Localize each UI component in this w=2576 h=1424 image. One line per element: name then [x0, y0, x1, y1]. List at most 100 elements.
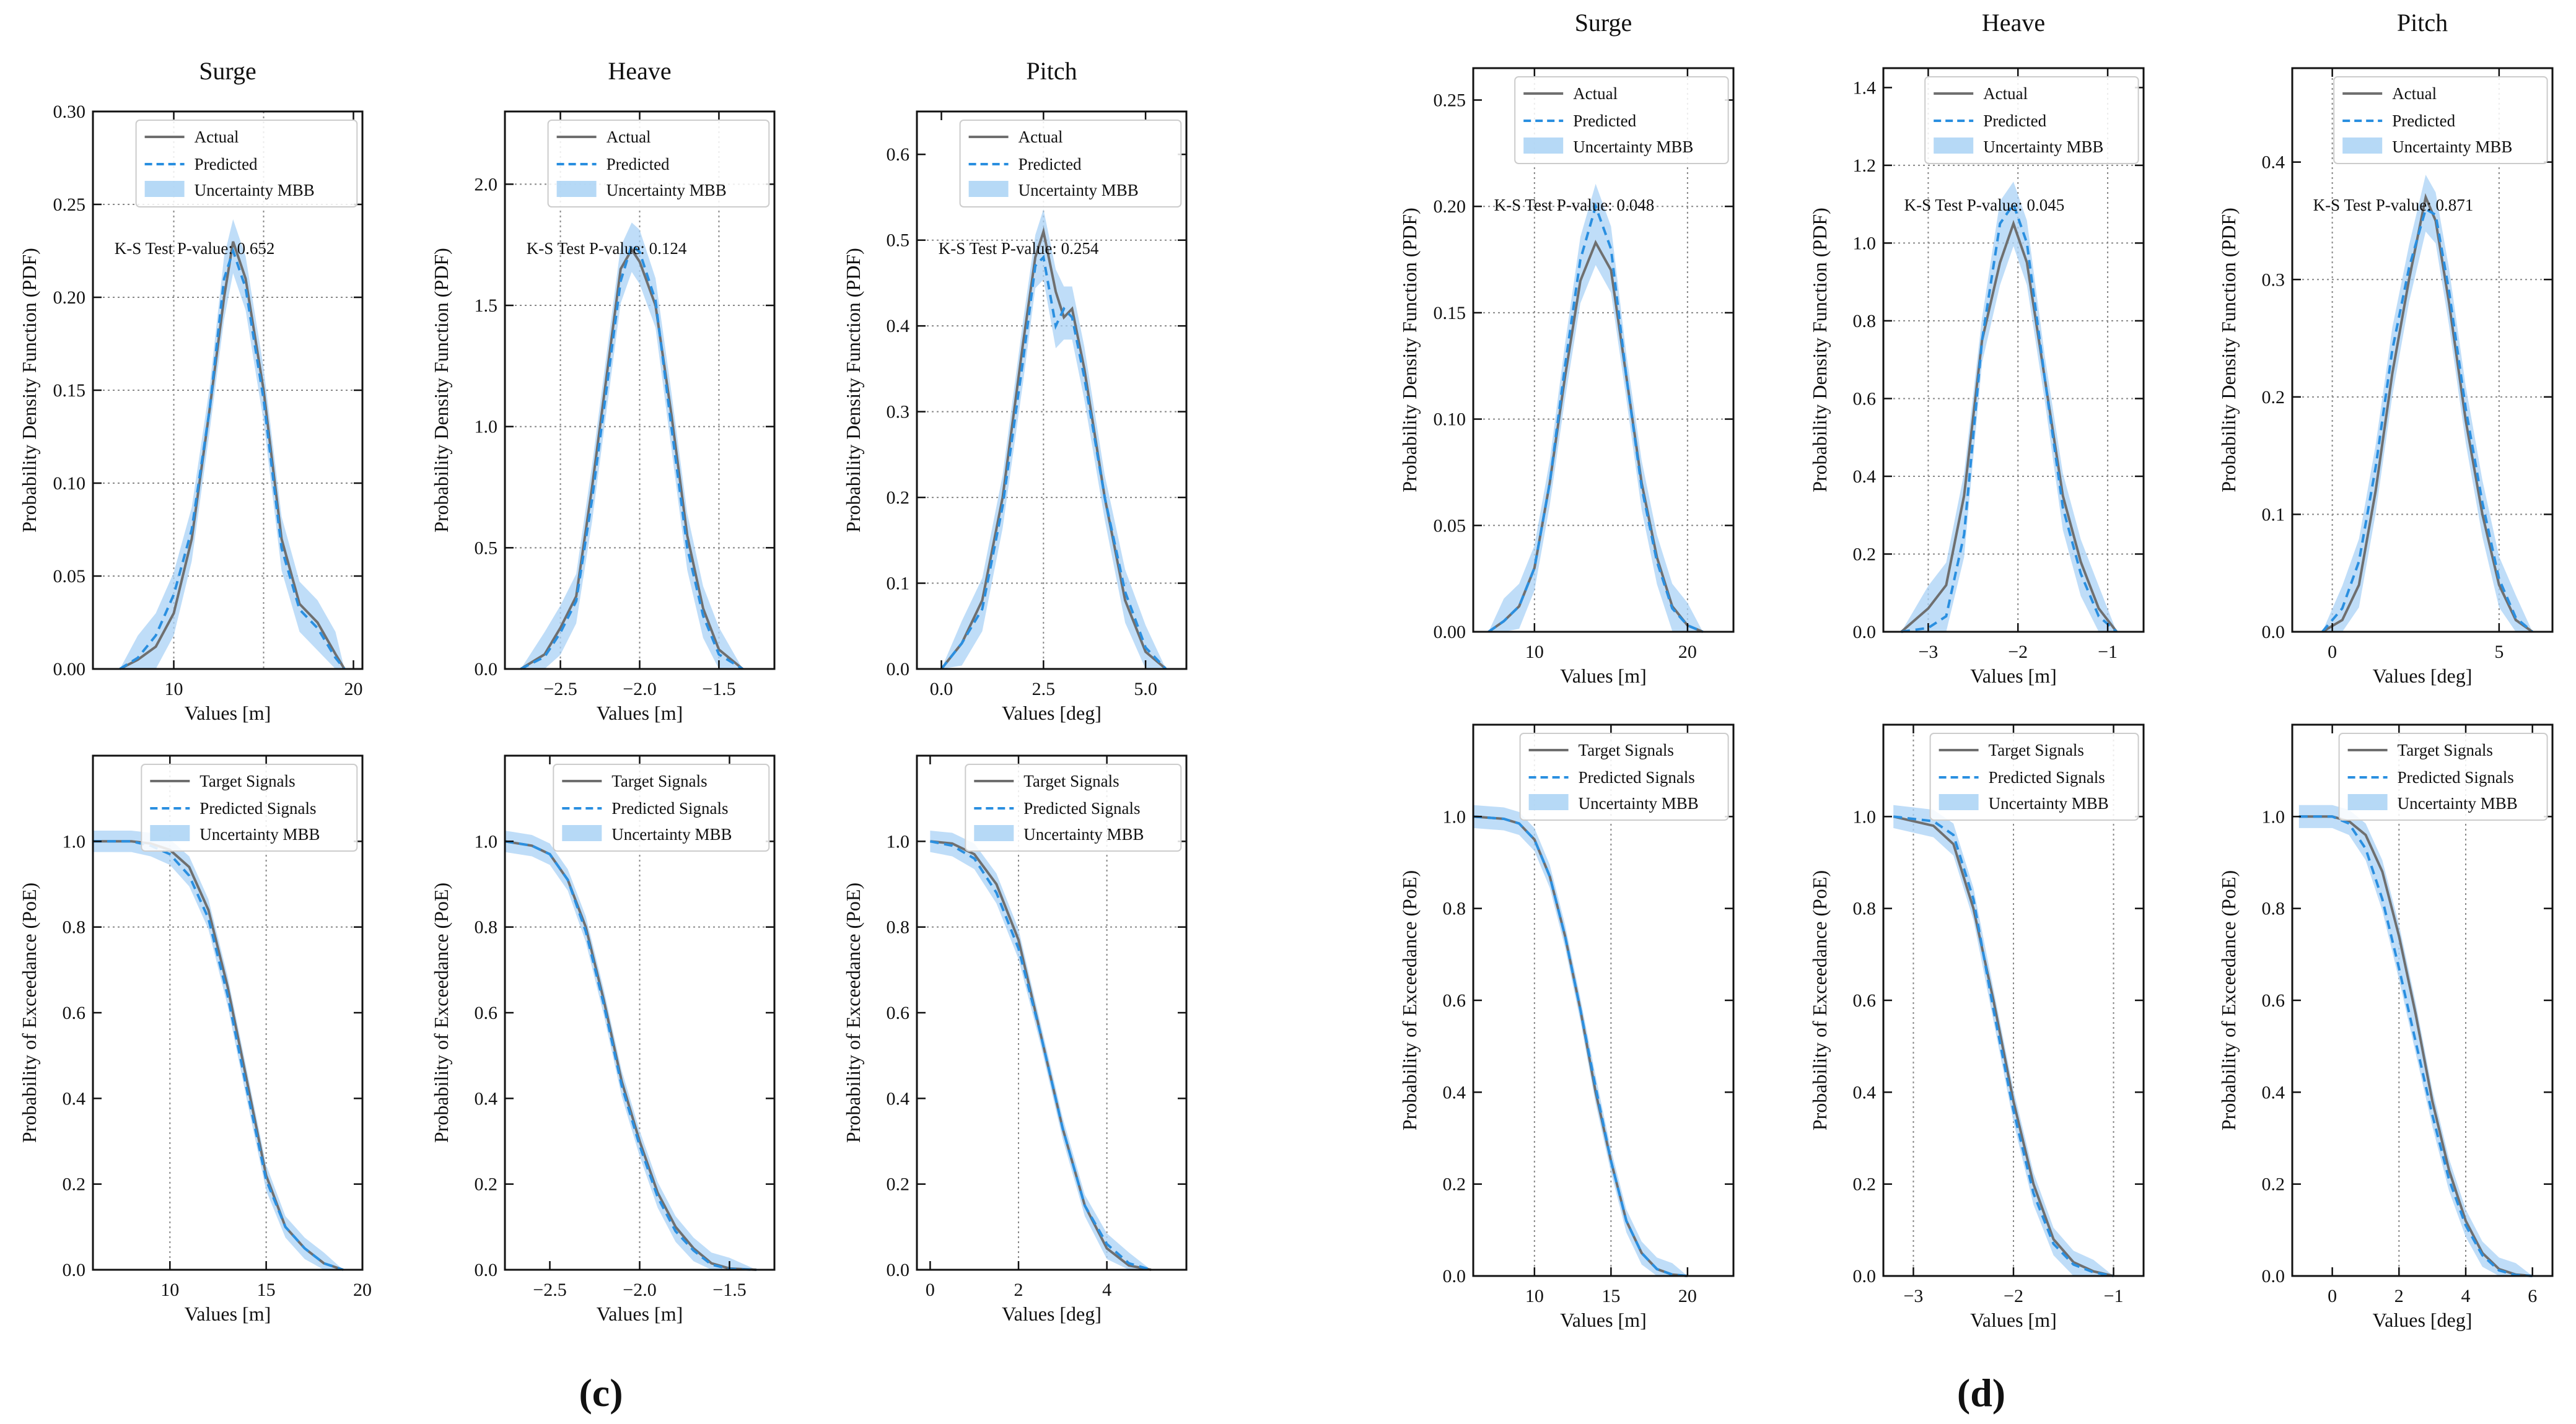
y-tick-label: 0.6 — [1853, 388, 1877, 409]
y-tick-label: 0.8 — [1853, 311, 1877, 331]
chart-title: Surge — [1575, 9, 1632, 37]
legend-swatch-band — [2342, 138, 2383, 154]
x-tick-label: 20 — [353, 1280, 372, 1300]
y-tick-label: 0.0 — [1853, 622, 1877, 642]
y-axis-label: Probability of Exceedance (PoE) — [1398, 870, 1421, 1130]
chart-d-pdf-heave: −3 −2 −1 0.0 0.2 0.4 0.6 0.8 1.0 1.2 1.4 Heave Value… — [1808, 9, 2145, 687]
uncertainty-band — [941, 209, 1166, 669]
y-tick-label: 0.8 — [63, 917, 86, 938]
legend-label: Uncertainty MBB — [1579, 794, 1699, 813]
x-tick-label: −3 — [1904, 1286, 1924, 1306]
axes-frame — [1882, 67, 2145, 633]
chart-c-pdf-heave: −2.5 −2.0 −1.5 0.0 0.5 1.0 1.5 2.0 Heave Values [… — [430, 57, 776, 724]
legend-label: Predicted — [1019, 155, 1082, 173]
x-tick-label: 20 — [344, 679, 363, 699]
y-tick-label: 0.4 — [2262, 1082, 2285, 1103]
legend-box — [1514, 76, 1729, 164]
series-line-actual — [1487, 239, 1704, 633]
y-tick-label: 0.6 — [1443, 990, 1466, 1011]
x-tick-label: 20 — [1678, 642, 1697, 662]
y-tick-label: 2.0 — [475, 174, 498, 194]
legend-label: Target Signals — [611, 772, 707, 790]
legend-label: Uncertainty MBB — [1023, 825, 1144, 844]
legend-label: Predicted Signals — [1579, 768, 1695, 787]
series-line-predicted — [1487, 202, 1704, 633]
ks-annotation: K-S Test P-value: 0.652 — [115, 239, 275, 258]
series-line-predicted — [1893, 815, 2114, 1277]
x-tick-label: 15 — [257, 1280, 276, 1300]
y-tick-label: 0.25 — [1434, 90, 1466, 111]
y-tick-label: 1.5 — [475, 295, 498, 316]
legend-box — [553, 764, 770, 852]
chart-c-pdf-surge: 10 20 0.00 0.05 0.10 0.15 0.20 0.25 0.30 Surge Val… — [18, 57, 364, 724]
y-tick-label: 1.0 — [1853, 233, 1877, 253]
y-axis-label: Probability of Exceedance (PoE) — [18, 883, 40, 1143]
y-tick-label: 0.1 — [887, 574, 910, 594]
y-axis-label: Probability Density Function (PDF) — [2217, 207, 2240, 492]
x-axis-label: Values [m] — [1970, 665, 2057, 687]
y-tick-label: 0.0 — [1443, 1266, 1466, 1286]
x-axis-label: Values [deg] — [2373, 665, 2473, 687]
y-tick-label: 0.4 — [887, 1088, 910, 1109]
y-tick-label: 0.4 — [887, 316, 910, 336]
x-axis-label: Values [m] — [185, 1303, 271, 1325]
legend-label: Predicted — [1573, 111, 1636, 130]
legend-label: Actual — [2392, 84, 2437, 103]
legend-label: Uncertainty MBB — [607, 181, 727, 199]
y-axis-label: Probability of Exceedance (PoE) — [1808, 870, 1831, 1130]
x-axis-label: Values [deg] — [1002, 702, 1102, 724]
series-line-target — [2298, 815, 2533, 1277]
y-tick-label: 0.2 — [2262, 387, 2285, 408]
legend-label: Uncertainty MBB — [1573, 138, 1693, 156]
y-tick-label: 1.2 — [1853, 155, 1877, 176]
x-tick-label: −1 — [2098, 642, 2118, 662]
legend-label: Target Signals — [1023, 772, 1119, 790]
x-tick-label: −2.5 — [533, 1280, 566, 1300]
chart-d-poe-pitch: 0 2 4 6 0.0 0.2 0.4 0.6 0.8 1.0 Values [deg] Probab… — [2217, 723, 2554, 1331]
series-line-predicted — [504, 840, 757, 1271]
legend-box — [547, 120, 770, 207]
legend-label: Uncertainty MBB — [195, 181, 315, 199]
y-axis-label: Probability Density Function (PDF) — [842, 248, 864, 533]
legend-box — [141, 764, 358, 852]
legend-swatch-band — [1939, 794, 1979, 810]
legend-box — [1924, 76, 2139, 164]
y-tick-label: 0.0 — [475, 1260, 498, 1280]
legend-label: Uncertainty MBB — [1989, 794, 2109, 813]
legend-label: Predicted Signals — [2398, 768, 2514, 787]
y-tick-label: 0.4 — [1443, 1082, 1466, 1103]
y-tick-label: 0.4 — [1853, 466, 1877, 487]
series-line-actual — [2321, 193, 2533, 633]
x-tick-label: −2 — [2008, 642, 2028, 662]
legend-label: Predicted — [607, 155, 670, 173]
x-tick-label: 2 — [1014, 1280, 1023, 1300]
legend-label: Uncertainty MBB — [611, 825, 732, 844]
y-tick-label: 0.10 — [53, 473, 86, 494]
legend-swatch-band — [968, 181, 1009, 197]
series-line-predicted — [2298, 815, 2533, 1277]
series-line-predicted — [2321, 207, 2533, 633]
panel-label-d: (d) — [1957, 1371, 2005, 1415]
series-line-actual — [520, 247, 744, 670]
y-tick-label: 1.0 — [63, 831, 86, 852]
x-axis-label: Values [deg] — [1002, 1303, 1102, 1325]
x-axis-label: Values [m] — [597, 1303, 683, 1325]
x-tick-label: −1.5 — [712, 1280, 746, 1300]
y-tick-label: 0.2 — [63, 1174, 86, 1195]
y-tick-label: 0.8 — [1853, 899, 1877, 919]
y-tick-label: 0.6 — [887, 144, 910, 165]
legend-label: Uncertainty MBB — [1019, 181, 1139, 199]
legend-label: Uncertainty MBB — [2398, 794, 2518, 813]
chart-title: Heave — [1982, 9, 2045, 37]
axes-frame — [916, 110, 1188, 670]
x-tick-label: −2.0 — [623, 1280, 656, 1300]
chart-title: Surge — [199, 57, 256, 85]
y-tick-label: 0.6 — [63, 1003, 86, 1023]
y-tick-label: 0.4 — [63, 1088, 86, 1109]
legend-box — [1929, 733, 2139, 821]
legend-box — [135, 120, 358, 207]
y-tick-label: 1.0 — [887, 831, 910, 852]
x-tick-label: 0 — [926, 1280, 935, 1300]
x-tick-label: 15 — [1601, 1286, 1620, 1306]
legend-swatch-band — [2347, 794, 2388, 810]
